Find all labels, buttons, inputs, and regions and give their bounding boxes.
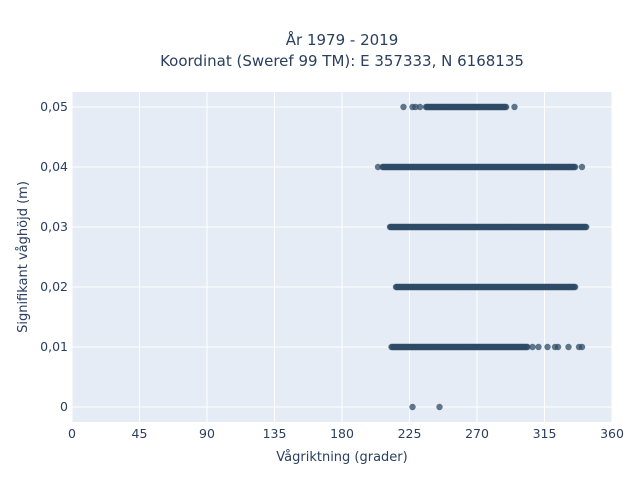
- data-point: [511, 103, 518, 111]
- data-point: [400, 103, 407, 111]
- x-tick-label: 225: [398, 426, 422, 441]
- data-points: [374, 103, 590, 411]
- x-tick-label: 360: [600, 426, 624, 441]
- y-tick-label: 0,01: [40, 339, 68, 354]
- data-point: [583, 223, 590, 231]
- x-tick-label: 135: [263, 426, 287, 441]
- data-point: [409, 403, 416, 411]
- y-tick-label: 0,05: [40, 99, 68, 114]
- x-tick-label: 270: [465, 426, 489, 441]
- data-point: [416, 103, 424, 111]
- data-point: [524, 343, 531, 351]
- x-axis-label: Vågriktning (grader): [276, 450, 407, 465]
- y-tick-label: 0,04: [40, 159, 68, 174]
- y-axis-ticks: 0 0,01 0,02 0,03 0,04 0,05: [40, 99, 68, 414]
- x-tick-label: 45: [132, 426, 148, 441]
- data-point: [535, 343, 542, 351]
- y-tick-label: 0,02: [40, 279, 68, 294]
- x-tick-label: 315: [533, 426, 557, 441]
- chart-title-line-2: Koordinat (Sweref 99 TM): E 357333, N 61…: [160, 52, 524, 70]
- x-tick-label: 0: [68, 426, 76, 441]
- data-point: [554, 343, 562, 351]
- y-tick-label: 0,03: [40, 219, 68, 234]
- data-point: [578, 343, 586, 351]
- x-tick-label: 180: [330, 426, 354, 441]
- data-point: [436, 403, 443, 411]
- y-axis-label: Signifikant våghöjd (m): [16, 181, 31, 333]
- x-tick-label: 90: [199, 426, 215, 441]
- data-point: [571, 163, 579, 171]
- x-axis-ticks: 0 45 90 135 180 225 270 315 360: [68, 426, 624, 441]
- data-point: [412, 103, 419, 111]
- data-point: [374, 163, 382, 171]
- data-point: [502, 103, 510, 111]
- data-point: [544, 343, 551, 351]
- data-point: [565, 343, 572, 351]
- data-point: [578, 163, 586, 171]
- data-point: [529, 343, 536, 351]
- data-point: [571, 283, 579, 291]
- chart-title-line-1: År 1979 - 2019: [286, 30, 399, 49]
- y-tick-label: 0: [60, 399, 68, 414]
